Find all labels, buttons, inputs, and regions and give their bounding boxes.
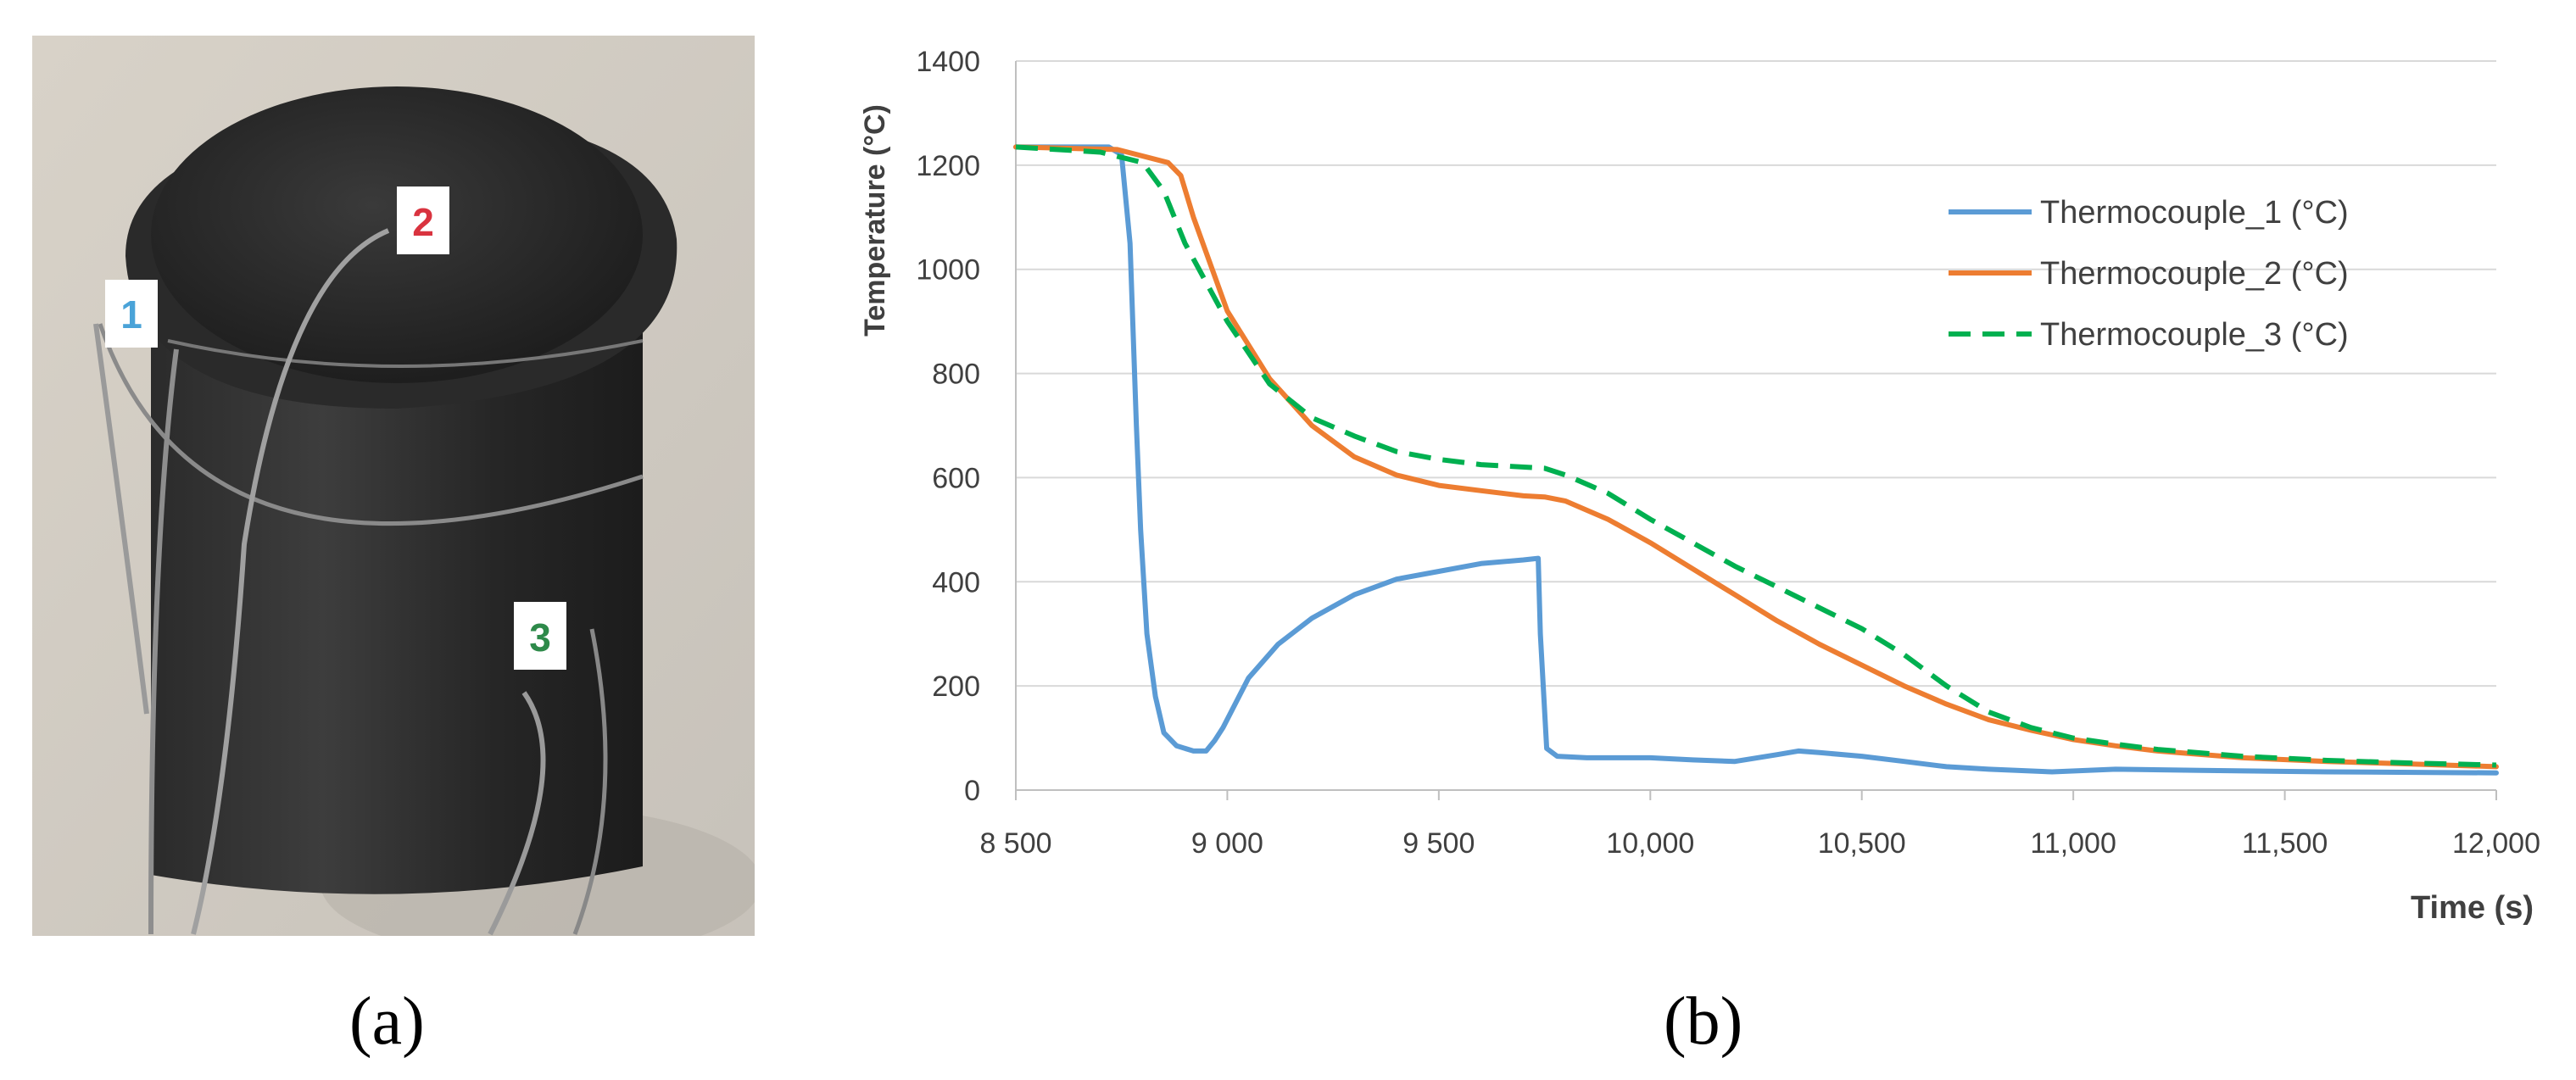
x-tick-label-8500: 8 500 (979, 827, 1051, 860)
data-series (1013, 144, 2499, 776)
marker-3-box (514, 602, 566, 670)
legend-label-thermocouple-3: Thermocouple_3 (°C) (2040, 317, 2349, 353)
legend-label-thermocouple-2: Thermocouple_2 (°C) (2040, 256, 2349, 292)
grid-lines (1016, 60, 2496, 688)
y-tick-label-400: 400 (932, 566, 980, 598)
y-tick-label-0: 0 (964, 775, 980, 807)
y-tick-label-600: 600 (932, 462, 980, 494)
x-tick-label-11000: 11,000 (2030, 827, 2116, 860)
y-tick-label-1000: 1000 (916, 254, 980, 287)
series-line-thermocouple-2 (1013, 144, 2499, 770)
marker-1-box (105, 280, 158, 348)
y-tick-label-1200: 1200 (916, 150, 980, 182)
y-tick-label-800: 800 (932, 359, 980, 391)
x-axis-title: Time (s) (2411, 890, 2534, 926)
marker-2-box (397, 186, 449, 254)
legend-label-thermocouple-1: Thermocouple_1 (°C) (2040, 195, 2349, 231)
series-line-thermocouple-3 (1015, 144, 2497, 768)
wire-3 (488, 691, 546, 936)
x-tick-label-10000: 10,000 (1606, 827, 1694, 860)
wire-1 (93, 323, 149, 715)
panel-label-b: (b) (1664, 984, 1743, 1059)
y-axis-title: Temperature (°C) (859, 104, 891, 337)
series-line-thermocouple-1 (1013, 144, 2499, 776)
thermocouple-photo: 1 2 3 (32, 36, 761, 960)
x-tick-label-9500: 9 500 (1402, 827, 1475, 860)
marker-3: 3 (529, 615, 551, 660)
crucible-body (151, 298, 643, 894)
x-tick-label-9000: 9 000 (1191, 827, 1263, 860)
x-tick-label-12000: 12,000 (2452, 827, 2540, 860)
y-tick-label-1400: 1400 (916, 46, 980, 78)
wire-band (98, 323, 644, 526)
x-tick-label-11500: 11,500 (2242, 827, 2328, 860)
axes: 0 200 400 600 800 1000 1200 1400 8 500 9 000 9 500… (916, 46, 2540, 860)
legend: Thermocouple_1 (°C) Thermocouple_2 (°C) Th… (1949, 195, 2349, 353)
panel-label-a: (a) (349, 984, 425, 1059)
y-tick-label-200: 200 (932, 671, 980, 703)
marker-1: 1 (120, 292, 142, 337)
marker-2: 2 (412, 200, 434, 244)
wire-2 (191, 228, 390, 935)
x-tick-label-10500: 10,500 (1818, 827, 1906, 860)
